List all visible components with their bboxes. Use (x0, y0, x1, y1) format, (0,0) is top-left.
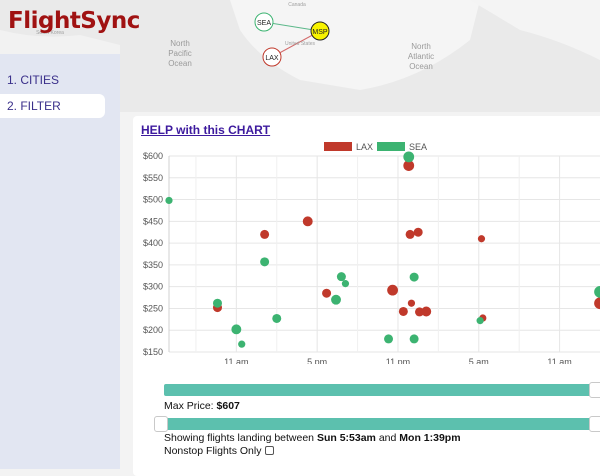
max-price-label: Max Price: (164, 400, 214, 412)
data-point-sea (165, 196, 173, 205)
y-tick-label: $350 (143, 260, 163, 270)
nonstop-label: Nonstop Flights Only (164, 445, 262, 457)
landing-range-text: Showing flights landing between Sun 5:53… (164, 432, 461, 444)
landing-prefix: Showing flights landing between (164, 432, 315, 444)
data-point-sea (409, 272, 419, 282)
legend-swatch-sea (377, 142, 405, 151)
landing-end: Mon 1:39pm (399, 432, 461, 444)
airport-code: SEA (257, 20, 271, 27)
data-point-lax (594, 297, 600, 310)
land-shape (230, 0, 480, 90)
app-title: FlightSync (8, 8, 140, 34)
ocean-label-left-1: North (170, 39, 190, 48)
data-point-sea (238, 340, 246, 348)
legend-swatch-lax (324, 142, 352, 151)
airport-marker-msp[interactable]: MSP (310, 21, 330, 41)
data-point-lax (477, 235, 486, 243)
data-point-lax (322, 288, 332, 298)
data-point-sea (341, 280, 350, 288)
legend-label-lax: LAX (356, 142, 373, 152)
data-point-sea (476, 317, 484, 325)
max-price-slider-track[interactable] (164, 384, 600, 396)
y-tick-label: $200 (143, 325, 163, 335)
landing-and: and (378, 432, 397, 444)
x-tick-label: 5 pm (307, 357, 327, 364)
data-point-lax (405, 229, 415, 239)
max-price-slider-thumb[interactable] (588, 382, 600, 398)
airport-code: MSP (312, 29, 328, 36)
x-tick-label: 11 am (547, 357, 571, 364)
nonstop-row: Nonstop Flights Only (164, 445, 275, 457)
data-point-sea (260, 257, 270, 267)
x-tick-label: 11 am (224, 357, 248, 364)
max-price-text: Max Price: $607 (164, 400, 240, 412)
data-point-lax (260, 229, 270, 239)
nav-item-filter[interactable]: 2. FILTER (0, 94, 105, 118)
sidebar: 1. CITIES 2. FILTER (0, 54, 120, 469)
nonstop-checkbox[interactable] (265, 446, 275, 455)
y-tick-label: $300 (143, 282, 163, 292)
data-point-lax (387, 284, 398, 296)
country-label-us: United States (285, 41, 316, 47)
ocean-label-left-2: Pacific (168, 49, 192, 58)
data-point-lax (407, 299, 416, 307)
time-range-end-thumb[interactable] (588, 416, 600, 432)
filter-panel: HELP with this CHART $600 $550 $500 $450 $40… (133, 116, 600, 476)
landing-start: Sun 5:53am (316, 432, 376, 444)
y-tick-label: $150 (143, 347, 163, 357)
airport-code: LAX (265, 55, 279, 62)
y-tick-label: $400 (143, 238, 163, 248)
data-point-lax (302, 216, 313, 227)
data-point-sea (384, 334, 394, 344)
y-tick-label: $600 (143, 151, 163, 161)
ocean-label-left-3: Ocean (168, 59, 192, 68)
airport-marker-lax[interactable]: LAX (262, 47, 282, 67)
y-tick-label: $500 (143, 195, 163, 205)
data-point-lax (413, 227, 423, 237)
data-point-sea (212, 298, 222, 308)
data-point-sea (403, 151, 415, 163)
help-chart-link[interactable]: HELP with this CHART (141, 123, 271, 137)
data-point-sea (594, 286, 600, 298)
data-point-sea (409, 334, 419, 344)
max-price-value: $607 (216, 400, 240, 412)
x-tick-label: 11 pm (386, 357, 410, 364)
time-range-slider-track[interactable] (164, 418, 600, 430)
data-point-lax (421, 306, 432, 317)
data-point-lax (398, 306, 408, 316)
data-point-lax (403, 160, 415, 171)
data-point-sea (272, 313, 282, 323)
y-tick-label: $550 (143, 173, 163, 183)
ocean-label-right-2: Atlantic (408, 52, 434, 61)
country-label-korea: South Korea (36, 30, 64, 36)
time-range-start-thumb[interactable] (154, 416, 168, 432)
x-tick-label: 5 am (469, 357, 489, 364)
airport-marker-sea[interactable]: SEA (254, 12, 274, 32)
y-tick-label: $450 (143, 216, 163, 226)
price-time-chart: $600 $550 $500 $450 $400 $350 $300 $250 $200 $150… (143, 142, 600, 364)
data-point-sea (231, 324, 242, 335)
nav-item-cities[interactable]: 1. CITIES (7, 73, 60, 87)
legend-label-sea: SEA (409, 142, 427, 152)
data-point-sea (336, 272, 346, 282)
country-label-canada: Canada (288, 2, 306, 8)
land-shape (470, 0, 600, 60)
route-map[interactable]: North Pacific Ocean North Atlantic Ocean… (0, 0, 600, 112)
ocean-label-right-1: North (411, 42, 431, 51)
ocean-label-right-3: Ocean (409, 62, 433, 71)
y-tick-label: $250 (143, 303, 163, 313)
data-point-sea (331, 294, 341, 305)
